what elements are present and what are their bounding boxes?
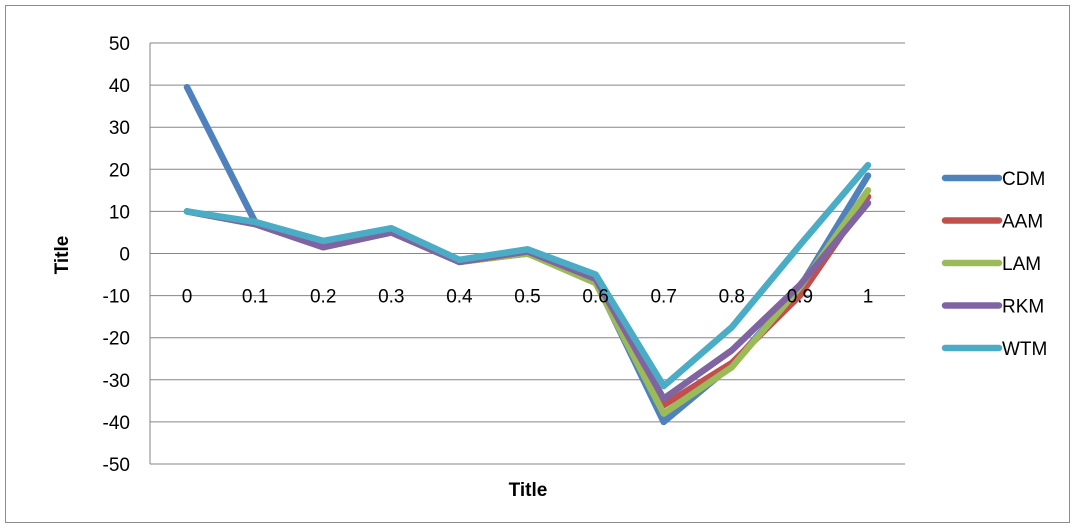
x-tick-label: 0.9 bbox=[787, 287, 813, 308]
x-tick-label: 0.1 bbox=[242, 287, 268, 308]
x-axis-title: Title bbox=[509, 480, 548, 501]
x-tick-label: 0.7 bbox=[650, 287, 676, 308]
legend-label: WTM bbox=[1002, 339, 1047, 360]
x-tick-label: 0.2 bbox=[310, 287, 336, 308]
legend-label: LAM bbox=[1002, 254, 1041, 275]
legend-item-lam: LAM bbox=[945, 254, 1041, 275]
x-tick-label: 0 bbox=[182, 287, 193, 308]
x-tick-label: 0.3 bbox=[378, 287, 404, 308]
legend-label: AAM bbox=[1002, 212, 1043, 233]
y-axis-tick-labels: 50 40 30 20 10 0 -10 -20 -30 -40 -50 bbox=[103, 34, 130, 476]
y-axis-title: Title bbox=[52, 236, 73, 275]
y-tick-label: 40 bbox=[109, 76, 130, 97]
x-tick-label: 0.8 bbox=[719, 287, 745, 308]
x-tick-label: 0.6 bbox=[582, 287, 608, 308]
legend-label: RKM bbox=[1002, 297, 1044, 318]
y-tick-label: 50 bbox=[109, 34, 130, 55]
y-tick-label: -40 bbox=[103, 413, 130, 434]
y-tick-label: 10 bbox=[109, 202, 130, 223]
y-tick-label: -50 bbox=[103, 455, 130, 476]
x-tick-label: 1 bbox=[863, 287, 874, 308]
x-axis-tick-labels: 0 0.1 0.2 0.3 0.4 0.5 0.6 0.7 0.8 0.9 1 bbox=[182, 287, 874, 308]
y-tick-label: -30 bbox=[103, 371, 130, 392]
legend: CDM AAM LAM RKM WTM bbox=[945, 169, 1047, 360]
legend-label: CDM bbox=[1002, 169, 1045, 190]
legend-item-cdm: CDM bbox=[945, 169, 1045, 190]
series-line-wtm bbox=[187, 165, 868, 386]
y-tick-label: 30 bbox=[109, 118, 130, 139]
y-tick-label: -10 bbox=[103, 287, 130, 308]
y-tick-label: 20 bbox=[109, 160, 130, 181]
y-tick-label: 0 bbox=[119, 245, 130, 266]
series-lines bbox=[187, 87, 868, 422]
y-tick-label: -20 bbox=[103, 329, 130, 350]
legend-item-wtm: WTM bbox=[945, 339, 1047, 360]
x-tick-label: 0.4 bbox=[446, 287, 473, 308]
x-tick-label: 0.5 bbox=[514, 287, 540, 308]
legend-item-aam: AAM bbox=[945, 212, 1043, 233]
legend-item-rkm: RKM bbox=[945, 297, 1044, 318]
